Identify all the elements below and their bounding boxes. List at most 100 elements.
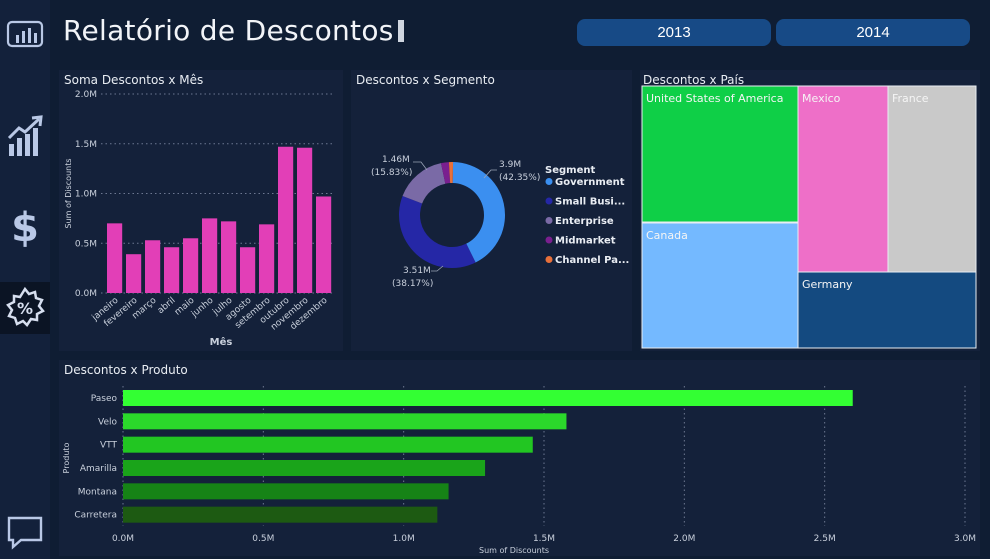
bar	[123, 413, 567, 430]
bar	[126, 254, 142, 293]
legend-marker	[545, 217, 553, 224]
y-tick-label: 0.5M	[75, 239, 97, 249]
treemap-label: Canada	[646, 229, 688, 242]
x-tick-label: 0.5M	[252, 534, 274, 544]
y-tick-label: 1.5M	[75, 140, 97, 150]
chat-icon[interactable]	[0, 512, 50, 552]
bar	[278, 146, 294, 293]
product-bar-chart: 0.0M 0.5M 1.0M 1.5M 2.0M 2.5M 3.0M Paseo Velo VTT…	[62, 386, 976, 555]
treemap-label: Germany	[802, 278, 853, 291]
segment-chart-panel: Descontos x Segmento 3.9M (42.35%) 3.51M (3…	[351, 70, 632, 351]
month-bar-chart: 0.0M0.5M1.0M1.5M2.0Mjaneirofevereiromarç…	[64, 90, 333, 348]
bar	[297, 147, 313, 293]
country-treemap: United States of America Canada Mexico Fran…	[641, 85, 977, 349]
x-tick-label: junho	[189, 295, 216, 320]
page-title: Relatório de Descontos	[63, 14, 404, 47]
y-tick-label: Montana	[78, 487, 117, 497]
bar	[107, 223, 123, 293]
y-tick-label: 0.0M	[75, 289, 97, 299]
bar	[259, 224, 275, 293]
x-tick-label: abril	[156, 296, 178, 316]
bar	[123, 483, 449, 500]
y-tick-label: VTT	[100, 441, 117, 451]
treemap-tile	[641, 222, 799, 349]
x-axis-title: Mês	[210, 336, 233, 348]
bar	[123, 390, 853, 406]
legend-marker	[545, 236, 553, 244]
legend-title: Segment	[545, 165, 595, 176]
bar	[164, 247, 180, 293]
year-2014-button[interactable]: 2014	[776, 19, 970, 46]
legend-entry: Enterprise	[555, 216, 614, 227]
x-axis-title: Sum of Discounts	[479, 546, 549, 555]
bar	[123, 436, 533, 453]
y-tick-label: 1.0M	[75, 190, 97, 200]
donut-slice	[452, 162, 505, 263]
y-tick-label: Carretera	[74, 511, 117, 521]
leader-line	[413, 161, 428, 171]
legend-entry: Channel Pa...	[555, 255, 629, 266]
bar	[221, 221, 237, 293]
product-chart-title: Descontos x Produto	[64, 363, 188, 377]
y-tick-label: Paseo	[91, 394, 118, 404]
bar	[123, 506, 438, 523]
slice-pct-label: (38.17%)	[392, 279, 433, 289]
leader-line	[483, 169, 497, 179]
x-tick-label: 1.0M	[393, 534, 415, 544]
slice-value-label: 1.46M	[382, 155, 410, 165]
country-chart-panel: Descontos x País United States of Americ…	[640, 70, 980, 351]
bar	[183, 238, 199, 293]
slice-pct-label: (15.83%)	[371, 168, 412, 178]
leader-line	[431, 265, 444, 272]
treemap-label: France	[892, 92, 929, 105]
text-cursor	[397, 20, 404, 42]
month-chart-title: Soma Descontos x Mês	[64, 73, 204, 87]
treemap-tile	[641, 85, 799, 223]
treemap-label: United States of America	[646, 92, 783, 105]
dollar-icon[interactable]: $	[0, 202, 50, 250]
bar	[240, 247, 256, 293]
legend-entry: Government	[555, 177, 625, 188]
y-tick-label: Amarilla	[80, 464, 117, 474]
report-icon[interactable]	[0, 16, 50, 56]
bar	[145, 240, 161, 293]
treemap-tile	[887, 85, 977, 273]
legend-marker	[545, 256, 553, 263]
slice-value-label: 3.51M	[403, 266, 431, 276]
bar	[202, 218, 218, 293]
y-tick-label: Velo	[98, 417, 117, 427]
slice-value-label: 3.9M	[499, 160, 521, 170]
slice-pct-label: (42.35%)	[499, 173, 540, 183]
treemap-tile	[797, 85, 889, 273]
x-tick-label: 3.0M	[954, 534, 976, 544]
treemap-label: Mexico	[802, 92, 841, 105]
x-tick-label: 0.0M	[112, 534, 134, 544]
month-chart-panel: Soma Descontos x Mês 0.0M 0.5M 1.0M 1.5M 2.0…	[59, 70, 343, 351]
bar	[123, 460, 486, 476]
donut-slice	[440, 162, 451, 184]
bar	[316, 196, 332, 293]
legend-marker	[545, 197, 553, 205]
product-chart-panel: Descontos x Produto 0.0M 0.5M 1.0M 1.5M 2.0M…	[59, 360, 980, 556]
y-tick-label: 2.0M	[75, 90, 97, 100]
y-axis-title: Produto	[62, 442, 71, 473]
svg-text:%: %	[17, 299, 33, 318]
y-axis-title: Sum of Discounts	[64, 158, 73, 228]
segment-chart-title: Descontos x Segmento	[356, 73, 495, 87]
country-chart-title: Descontos x País	[643, 73, 745, 87]
x-tick-label: 1.5M	[533, 534, 555, 544]
treemap-tile	[797, 271, 977, 349]
x-tick-label: 2.5M	[814, 534, 836, 544]
year-2013-button[interactable]: 2013	[577, 19, 771, 46]
x-tick-label: 2.0M	[673, 534, 695, 544]
growth-chart-icon[interactable]	[0, 112, 50, 160]
legend-entry: Midmarket	[555, 236, 616, 247]
donut-slice	[402, 163, 446, 204]
svg-text:$: $	[11, 205, 39, 249]
sidebar: $ %	[0, 0, 50, 559]
donut-slice	[448, 162, 454, 184]
discount-badge-icon[interactable]: %	[0, 282, 50, 334]
segment-donut-chart: 3.9M (42.35%) 3.51M (38.17%) 1.46M (15.83%) Se…	[371, 155, 629, 289]
donut-slice	[399, 195, 476, 268]
legend-entry: Small Busi...	[555, 197, 625, 208]
